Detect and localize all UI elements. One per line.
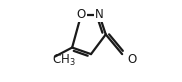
Text: O: O bbox=[77, 8, 86, 21]
Text: CH$_3$: CH$_3$ bbox=[52, 53, 76, 68]
Text: N: N bbox=[95, 8, 104, 21]
Text: O: O bbox=[127, 53, 136, 66]
